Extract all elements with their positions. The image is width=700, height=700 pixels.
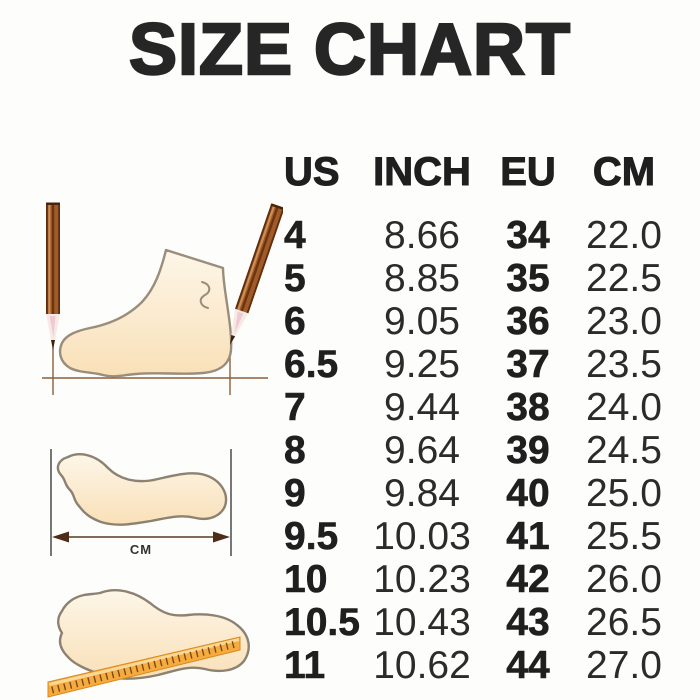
table-cell: 9.5 — [284, 515, 339, 558]
table-cell: 6.5 — [284, 343, 339, 386]
table-cell: 9 — [284, 472, 306, 515]
arrow-head-left — [52, 531, 69, 543]
table-cell: 10 — [284, 558, 328, 601]
table-row: 10 10.23 42 26.0 — [278, 558, 670, 601]
footprint-outline — [56, 453, 228, 526]
table-cell: 8.85 — [384, 257, 460, 300]
table-cell: 11 — [284, 644, 326, 687]
table-cell: 5 — [284, 257, 306, 300]
foot-measure-illustration — [18, 192, 283, 402]
table-row: 11 10.62 44 27.0 — [278, 644, 670, 687]
table-cell: 43 — [506, 601, 550, 644]
table-cell: 39 — [506, 429, 550, 472]
table-row: 4 8.66 34 22.0 — [278, 214, 670, 257]
table-header-row: US INCH EU CM — [278, 150, 670, 194]
table-cell: 23.0 — [586, 300, 662, 343]
foot-outline — [58, 248, 233, 378]
table-row: 9 9.84 40 25.0 — [278, 472, 670, 515]
table-cell: 10.23 — [373, 558, 471, 601]
table-cell: 26.0 — [586, 558, 662, 601]
arrow-head-right — [213, 531, 230, 543]
footprint-length-arrow-icon: CM — [50, 449, 232, 557]
table-row: 6.5 9.25 37 23.5 — [278, 343, 670, 386]
table-cell: 24.5 — [586, 429, 662, 472]
table-cell: 9.64 — [384, 429, 460, 472]
footprint-ruler-illustration — [38, 585, 258, 700]
ruler-ticks — [51, 640, 237, 694]
page-title: SIZE CHART — [128, 10, 572, 90]
col-header-us: US — [284, 150, 341, 194]
col-header-cm: CM — [592, 150, 656, 194]
table-cell: 36 — [506, 300, 550, 343]
footprint-ruler-icon — [47, 589, 250, 698]
ankle-mark — [199, 281, 211, 309]
footprint-length-illustration: CM — [28, 443, 258, 573]
table-cell: 8 — [284, 429, 306, 472]
table-cell: 42 — [506, 558, 550, 601]
table-cell: 27.0 — [586, 644, 662, 687]
table-cell: 22.0 — [586, 214, 662, 257]
table-cell: 38 — [506, 386, 550, 429]
table-cell: 34 — [506, 214, 550, 257]
table-cell: 9.84 — [384, 472, 460, 515]
table-cell: 37 — [506, 343, 550, 386]
pencil-icon — [223, 203, 283, 348]
table-cell: 8.66 — [384, 214, 460, 257]
ruler-highlight — [48, 638, 240, 686]
table-cell: 9.05 — [384, 300, 460, 343]
table-cell: 10.62 — [373, 644, 471, 687]
table-cell: 26.5 — [586, 601, 662, 644]
table-cell: 9.44 — [384, 386, 460, 429]
table-row: 5 8.85 35 22.5 — [278, 257, 670, 300]
table-cell: 22.5 — [586, 257, 662, 300]
table-cell: 44 — [506, 644, 550, 687]
table-cell: 10.43 — [373, 601, 471, 644]
table-cell: 24.0 — [586, 386, 662, 429]
table-row: 6 9.05 36 23.0 — [278, 300, 670, 343]
table-cell: 7 — [284, 386, 306, 429]
col-header-inch: INCH — [373, 150, 472, 194]
table-cell: 10.03 — [373, 515, 471, 558]
table-row: 9.5 10.03 41 25.5 — [278, 515, 670, 558]
table-cell: 23.5 — [586, 343, 662, 386]
table-cell: 35 — [506, 257, 550, 300]
table-cell: 9.25 — [384, 343, 460, 386]
table-row: 7 9.44 38 24.0 — [278, 386, 670, 429]
table-cell: 10.5 — [284, 601, 361, 644]
table-cell: 25.5 — [586, 515, 662, 558]
table-cell: 41 — [506, 515, 550, 558]
pencil-icon — [46, 202, 60, 350]
foot-side-view-icon — [42, 202, 283, 395]
size-table: US INCH EU CM 4 8.66 34 22.0 5 8.85 35 22.5 6 9.0… — [278, 150, 670, 687]
table-cell: 4 — [284, 214, 306, 257]
cm-label: CM — [130, 542, 152, 557]
table-cell: 25.0 — [586, 472, 662, 515]
size-table-body: 4 8.66 34 22.0 5 8.85 35 22.5 6 9.05 36 23.0 6.5 9.25… — [278, 214, 670, 687]
table-row: 8 9.64 39 24.5 — [278, 429, 670, 472]
table-cell: 40 — [506, 472, 550, 515]
col-header-eu: EU — [500, 150, 557, 194]
table-row: 10.5 10.43 43 26.5 — [278, 601, 670, 644]
table-cell: 6 — [284, 300, 306, 343]
